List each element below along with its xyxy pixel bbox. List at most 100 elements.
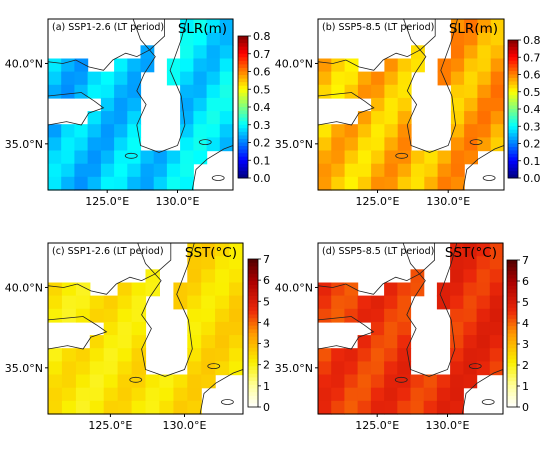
grid-cell <box>61 124 75 138</box>
grid-cell <box>318 361 332 376</box>
grid-cell <box>370 348 385 362</box>
colorbar-segment <box>508 71 518 75</box>
grid-cell <box>318 295 332 310</box>
grid-cell <box>397 282 412 297</box>
grid-cell <box>48 71 62 86</box>
colorbar-segment <box>238 71 248 76</box>
grid-cell <box>219 32 234 46</box>
grid-cell <box>201 374 216 389</box>
colorbar-segment <box>507 260 517 265</box>
grid-cell <box>131 282 147 297</box>
grid-cell <box>187 374 202 389</box>
coastline <box>403 18 459 153</box>
colorbar-segment <box>248 377 258 382</box>
grid-cell <box>357 335 372 349</box>
grid-cell <box>89 348 105 362</box>
grid-cell <box>450 295 464 310</box>
grid-cell <box>187 269 202 284</box>
colorbar-segment <box>238 67 248 72</box>
colorbar: 7 6 5 4 3 2 1 0 <box>247 253 270 414</box>
coastline <box>317 316 375 350</box>
colorbar-segment <box>507 329 517 334</box>
grid-cell <box>384 400 398 415</box>
grid-cell <box>187 400 202 415</box>
grid-cell <box>384 295 398 310</box>
coastline <box>132 18 188 153</box>
grid-cell <box>370 308 385 323</box>
grid-cell <box>89 308 105 323</box>
colorbar-segment <box>508 84 518 89</box>
grid-cell <box>463 335 478 349</box>
grid-cell <box>219 58 234 73</box>
grid-cell <box>384 321 398 336</box>
grid-cell <box>75 361 91 376</box>
grid-cell <box>89 387 105 402</box>
colorbar-segment <box>238 170 248 175</box>
grid-cell <box>318 400 332 415</box>
map-panel-c: (c) SSP1-2.6 (LT period) SST(°C) 40.0°N 35.… <box>5 242 270 432</box>
colorbar-segment <box>238 174 248 179</box>
colorbar-segment <box>238 107 248 112</box>
colorbar-segment <box>507 355 517 360</box>
grid-cell <box>477 19 492 33</box>
grid-cell <box>463 243 478 257</box>
grid-cell <box>61 361 77 376</box>
coastline <box>137 242 195 377</box>
colorbar-segment <box>248 270 258 275</box>
lat-tick-label: 40.0°N <box>275 281 313 294</box>
grid-cell <box>153 176 168 191</box>
grid-cell <box>384 84 399 99</box>
grid-cell <box>357 387 372 402</box>
grid-cell <box>74 71 89 86</box>
map-panel-d: (d) SSP5-8.5 (LT period) SST(°C) 40.0°N 35.… <box>275 242 529 432</box>
grid-cell <box>331 400 345 415</box>
grid-cell <box>489 335 504 349</box>
grid-cell <box>229 243 244 257</box>
grid-cell <box>331 163 346 178</box>
grid-cell <box>193 137 208 152</box>
island <box>124 152 138 159</box>
grid-cell <box>180 163 194 178</box>
grid-cell <box>331 150 346 165</box>
grid-cell <box>436 400 451 415</box>
colorbar-segment <box>507 293 517 298</box>
grid-cell <box>131 400 147 415</box>
grid-cell <box>219 45 234 60</box>
grid-cell <box>100 97 115 112</box>
grid-cell <box>48 137 62 152</box>
coastline <box>317 18 436 71</box>
grid-cell <box>331 282 345 297</box>
grid-cell <box>476 335 491 349</box>
grid-cell <box>344 124 359 138</box>
colorbar-segment <box>507 370 517 375</box>
grid-cell <box>410 387 425 402</box>
grid-cell <box>61 282 77 297</box>
colorbar-segment <box>238 39 248 44</box>
grid-cell <box>48 58 62 73</box>
colorbar-segment <box>238 128 248 133</box>
grid-cell <box>411 176 425 191</box>
grid-cell <box>436 374 451 389</box>
grid-cell <box>127 137 142 152</box>
panel-subtitle: (d) SSP5-8.5 (LT period) <box>322 246 434 257</box>
grid-cell <box>61 163 75 178</box>
grid-cell <box>344 71 359 86</box>
colorbar-tick-label: 4 <box>522 317 529 330</box>
colorbar-tick-label: 5 <box>263 295 270 308</box>
variable-label: SST(°C) <box>185 245 237 261</box>
grid-cell <box>490 71 505 86</box>
grid-cell <box>131 308 147 323</box>
colorbar-segment <box>508 150 518 155</box>
grid-cell <box>103 348 119 362</box>
grid-cell <box>89 361 105 376</box>
grid-cell <box>75 387 91 402</box>
colorbar-tick-label: 0.1 <box>253 154 271 167</box>
grid-cell <box>206 137 221 152</box>
colorbar-segment <box>238 142 248 147</box>
grid-cell <box>397 137 412 152</box>
grid-cell <box>75 348 91 362</box>
grid-cell <box>74 137 89 152</box>
colorbar-segment <box>238 64 248 69</box>
grid-cell <box>397 308 412 323</box>
coastline <box>317 92 375 126</box>
